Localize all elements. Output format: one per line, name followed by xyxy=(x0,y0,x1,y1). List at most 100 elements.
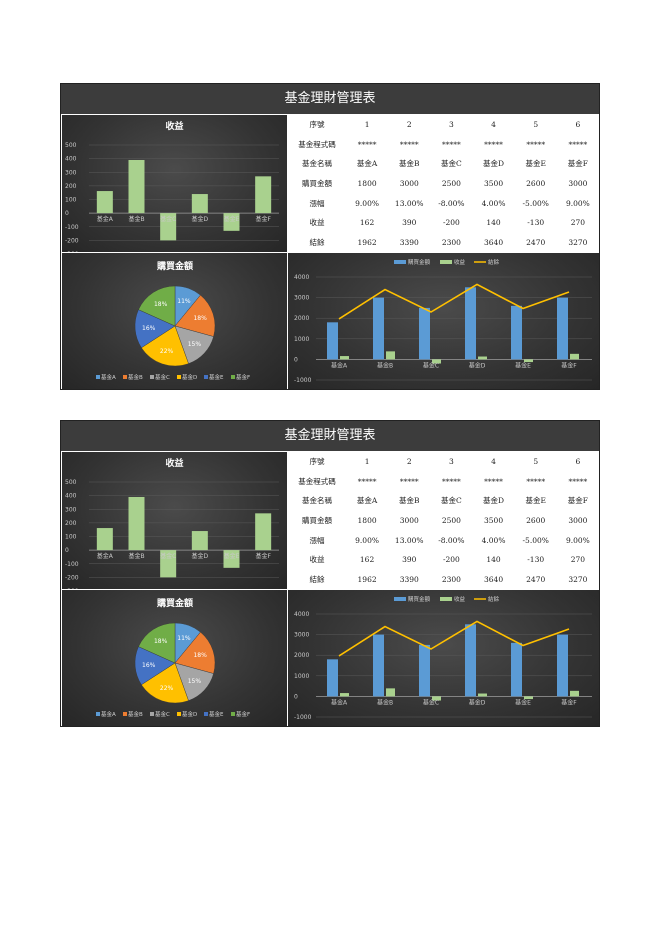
legend-label: 基金B xyxy=(128,373,143,381)
y-tick-label: 100 xyxy=(65,197,77,204)
pie-data-label: 16% xyxy=(142,325,156,332)
bar-earnings xyxy=(478,356,487,360)
y-tick-label: -200 xyxy=(65,574,79,581)
table-cell: 5 xyxy=(533,457,539,467)
legend-swatch xyxy=(394,597,406,601)
fund-table: 序號 1 2 3 4 5 6 基金程式碼 ***** ***** ***** ***** ***** **… xyxy=(288,452,599,589)
y-tick-label: 500 xyxy=(65,142,77,149)
earnings-chart-panel: 收益 500 400 300 200 100 0 -100 -200 -300 基金A 基金B 基金C 基… xyxy=(62,452,287,589)
x-tick-label: 基金C xyxy=(423,361,439,369)
y-tick-label: 4000 xyxy=(294,274,309,281)
row-label: 購買金額 xyxy=(302,515,332,525)
y-tick-label: 3000 xyxy=(294,632,309,639)
legend-swatch xyxy=(231,375,235,379)
purchase-pie-chart: 購買金額 11% 18% 15% 22% 16% 18% 基金A 基金B 基金C 基金D 基金E 基金F xyxy=(96,260,250,381)
x-tick-label: 基金E xyxy=(515,361,531,369)
row-label: 結餘 xyxy=(309,237,325,247)
row-label: 收益 xyxy=(309,218,325,228)
table-cell: 9.00% xyxy=(355,198,379,208)
table-cell: 162 xyxy=(359,218,375,228)
table-cell: -5.00% xyxy=(522,198,549,208)
table-cell: 3 xyxy=(449,457,454,467)
x-tick-label: 基金D xyxy=(192,215,209,223)
bar-purchase xyxy=(419,307,430,360)
table-cell: 2500 xyxy=(441,515,461,525)
table-cell: ***** xyxy=(526,139,546,149)
y-tick-label: -100 xyxy=(65,224,79,231)
bar-earnings xyxy=(570,690,579,697)
bar-earnings xyxy=(386,351,395,360)
legend-swatch xyxy=(150,375,154,379)
table-cell: 3270 xyxy=(568,574,588,584)
x-tick-label: 基金D xyxy=(192,552,209,560)
y-tick-label: 300 xyxy=(65,506,77,513)
table-cell: -130 xyxy=(527,218,545,228)
x-tick-label: 基金C xyxy=(160,552,176,560)
legend-label: 基金D xyxy=(182,373,197,381)
table-cell: 1962 xyxy=(357,237,377,247)
purchase-pie-panel: 購買金額 11% 18% 15% 22% 16% 18% 基金A 基金B 基金C 基金D 基金E 基金F xyxy=(62,590,287,726)
pie-data-label: 18% xyxy=(154,638,168,645)
legend-label: 基金A xyxy=(101,373,116,381)
x-tick-label: 基金B xyxy=(128,552,144,560)
row-label: 基金名稱 xyxy=(302,159,332,169)
y-tick-label: 0 xyxy=(294,693,298,700)
bar xyxy=(223,213,240,231)
y-tick-label: 500 xyxy=(65,479,77,486)
pie-data-label: 18% xyxy=(193,652,207,659)
pie-slice xyxy=(141,325,189,367)
table-cell: ***** xyxy=(568,476,588,486)
pie-data-label: 11% xyxy=(177,635,191,642)
table-row: 基金程式碼 ***** ***** ***** ***** ***** ***** xyxy=(288,472,599,492)
legend-swatch xyxy=(96,712,100,716)
bar-earnings xyxy=(524,696,533,700)
table-row: 序號 1 2 3 4 5 6 xyxy=(288,452,599,472)
row-label: 結餘 xyxy=(309,574,325,584)
table-row: 購買金額 1800 3000 2500 3500 2600 3000 xyxy=(288,511,599,531)
legend-label: 收益 xyxy=(454,595,466,603)
x-tick-label: 基金A xyxy=(97,215,114,223)
x-tick-label: 基金C xyxy=(423,698,439,706)
table-cell: ***** xyxy=(442,139,461,149)
table-row: 漲幅 9.00% 13.00% -8.00% 4.00% -5.00% 9.00% xyxy=(288,193,599,213)
bar xyxy=(191,531,208,551)
x-tick-label: 基金C xyxy=(160,215,176,223)
row-label: 序號 xyxy=(309,120,325,130)
y-tick-label: 1000 xyxy=(294,336,309,343)
table-cell: 基金E xyxy=(525,159,546,169)
pie-data-label: 11% xyxy=(177,298,191,305)
x-tick-label: 基金F xyxy=(255,215,271,223)
table-cell: 13.00% xyxy=(394,198,424,208)
pie-data-label: 22% xyxy=(160,685,174,692)
table-cell: 基金B xyxy=(398,159,420,169)
bar-earnings xyxy=(478,693,487,697)
x-tick-label: 基金F xyxy=(561,361,577,369)
legend-label: 基金F xyxy=(236,373,250,381)
y-tick-label: -300 xyxy=(65,588,79,589)
bar-earnings xyxy=(432,696,441,701)
table-cell: ***** xyxy=(357,139,377,149)
table-cell: -200 xyxy=(442,218,460,228)
row-label: 基金程式碼 xyxy=(298,139,336,149)
chart-title: 購買金額 xyxy=(156,260,193,272)
table-cell: 2470 xyxy=(526,237,546,247)
pie-data-label: 18% xyxy=(193,315,207,322)
x-tick-label: 基金B xyxy=(128,215,144,223)
legend-label: 基金E xyxy=(209,373,224,381)
x-tick-label: 基金F xyxy=(255,552,271,560)
table-row: 購買金額 1800 3000 2500 3500 2600 3000 xyxy=(288,174,599,194)
table-cell: 3390 xyxy=(399,574,419,584)
combo-chart-panel: 4000 3000 2000 1000 0 -1000 基金A 基金B 基金C 基金D 基金E 基金F… xyxy=(288,590,599,726)
table-cell: 基金B xyxy=(398,496,420,506)
table-cell: 3390 xyxy=(399,237,419,247)
table-cell: 2300 xyxy=(441,574,461,584)
table-cell: 3000 xyxy=(399,178,419,188)
table-cell: 1800 xyxy=(357,515,377,525)
earnings-bar-chart: 收益 500 400 300 200 100 0 -100 -200 -300 基金A 基金B 基金C 基… xyxy=(65,120,279,252)
chart-title: 收益 xyxy=(165,457,183,469)
x-tick-label: 基金B xyxy=(377,698,393,706)
table-cell: 基金D xyxy=(483,496,505,506)
x-tick-label: 基金A xyxy=(97,552,114,560)
legend-swatch xyxy=(440,260,452,264)
legend-swatch xyxy=(204,712,208,716)
